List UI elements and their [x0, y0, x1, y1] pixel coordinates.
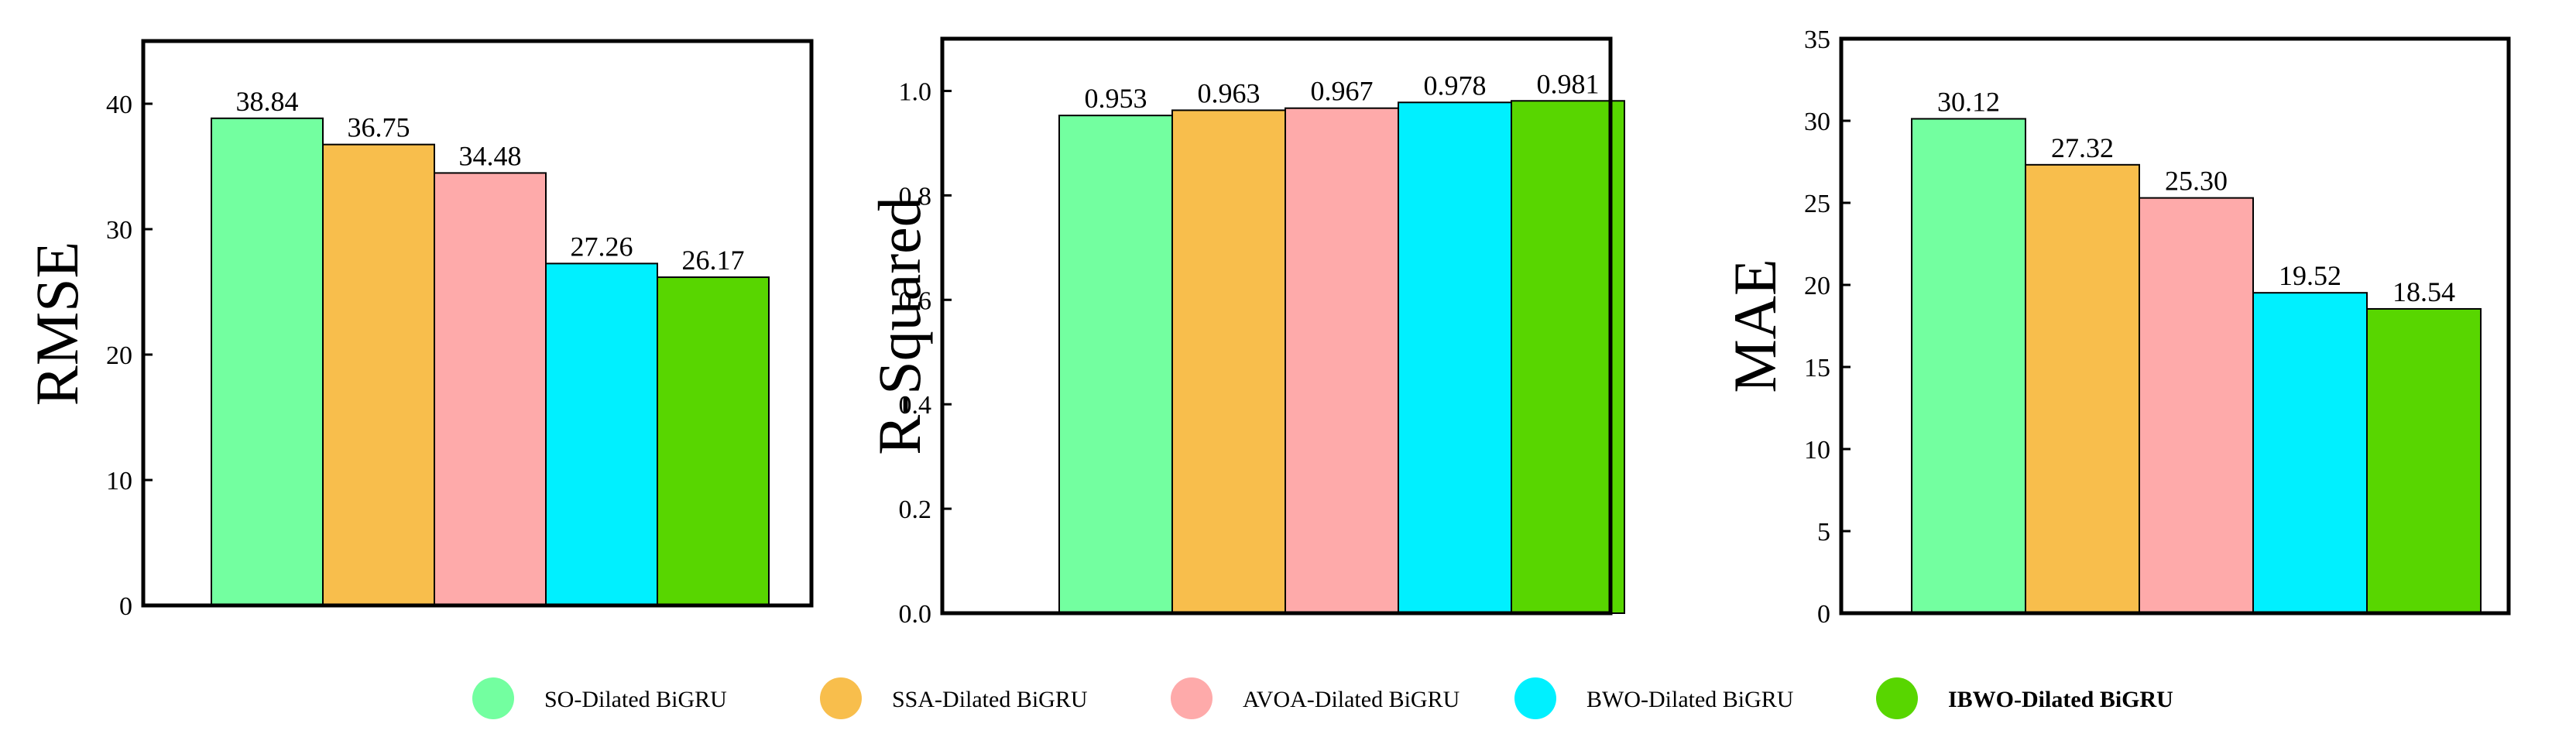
y-axis-title: MAE [1721, 259, 1789, 393]
legend-label: AVOA-Dilated BiGRU [1243, 687, 1460, 712]
bar-2 [1171, 109, 1286, 614]
y-tick-label: 20 [106, 341, 132, 370]
y-axis-title: RMSE [23, 242, 91, 406]
y-tick-label: 5 [1817, 518, 1830, 547]
bar-2 [322, 143, 435, 606]
value-label: 19.52 [2279, 260, 2341, 291]
mae-chart: 30.12 27.32 25.30 19.52 18.54 0 5 10 15 20 25 30 35 M… [1721, 26, 2511, 629]
value-label: 0.981 [1537, 68, 1600, 99]
r-squared-chart: 0.953 0.963 0.967 0.978 0.981 0.0 0.2 0.4 0.6 0.8… [866, 36, 1625, 629]
bar-3 [434, 172, 547, 606]
bar-3 [1285, 107, 1399, 614]
value-label: 26.17 [682, 245, 745, 276]
bar-1 [211, 117, 324, 607]
y-tick-label: 30 [1804, 108, 1830, 136]
value-label: 18.54 [2392, 276, 2455, 307]
legend: SO-Dilated BiGRU SSA-Dilated BiGRU AVOA-Di… [472, 677, 2173, 719]
y-tick-label: 10 [1804, 436, 1830, 465]
bar-1 [1911, 118, 2026, 614]
value-label: 36.75 [348, 112, 410, 143]
legend-marker [820, 677, 862, 719]
y-tick-label: 0.6 [899, 286, 932, 315]
value-label: 34.48 [459, 140, 522, 171]
legend-marker [1171, 677, 1213, 719]
value-label: 38.84 [236, 86, 299, 117]
value-label: 0.978 [1424, 70, 1487, 101]
value-label: 0.967 [1311, 76, 1374, 107]
y-tick-label: 35 [1804, 26, 1830, 54]
y-tick-label: 0 [1817, 600, 1830, 629]
y-tick-label: 10 [106, 467, 132, 496]
y-tick-label: 15 [1804, 354, 1830, 382]
y-tick-label: 30 [106, 216, 132, 245]
bar-4 [545, 262, 658, 606]
bar-2 [2025, 163, 2140, 615]
axes-frame [940, 36, 1613, 616]
y-tick-label: 20 [1804, 272, 1830, 300]
y-tick-label: 1.0 [899, 77, 932, 106]
value-label: 0.953 [1085, 83, 1147, 114]
legend-label: SSA-Dilated BiGRU [892, 687, 1088, 712]
bar-1 [1058, 115, 1173, 614]
legend-marker [1876, 677, 1918, 719]
bar-3 [2139, 197, 2254, 614]
bar-5 [657, 276, 770, 606]
y-tick-label: 40 [106, 91, 132, 119]
y-tick-label: 25 [1804, 190, 1830, 218]
y-tick-label: 0.8 [899, 182, 932, 211]
value-label: 27.32 [2051, 132, 2114, 163]
axes-frame [141, 39, 814, 608]
legend-marker [1514, 677, 1556, 719]
axes-frame [1839, 36, 2511, 616]
bar-5 [1511, 100, 1625, 614]
bar-4 [2252, 292, 2368, 614]
bar-4 [1398, 101, 1512, 614]
y-tick-label: 0.2 [899, 496, 932, 524]
legend-label: BWO-Dilated BiGRU [1586, 687, 1794, 712]
legend-label: IBWO-Dilated BiGRU [1948, 687, 2173, 712]
y-tick-label: 0 [119, 592, 132, 621]
legend-marker [472, 677, 514, 719]
rmse-chart: 38.84 36.75 34.48 27.26 26.17 0 10 20 30 40 RMSE [23, 39, 814, 621]
value-label: 30.12 [1937, 86, 2000, 117]
value-label: 27.26 [571, 231, 633, 262]
y-axis-title: R-Squared [866, 197, 933, 455]
bar-5 [2366, 307, 2482, 614]
y-tick-label: 0.0 [899, 600, 932, 629]
legend-label: SO-Dilated BiGRU [544, 687, 727, 712]
value-label: 0.963 [1198, 77, 1261, 108]
value-label: 25.30 [2165, 166, 2228, 197]
y-tick-label: 0.4 [899, 391, 932, 420]
